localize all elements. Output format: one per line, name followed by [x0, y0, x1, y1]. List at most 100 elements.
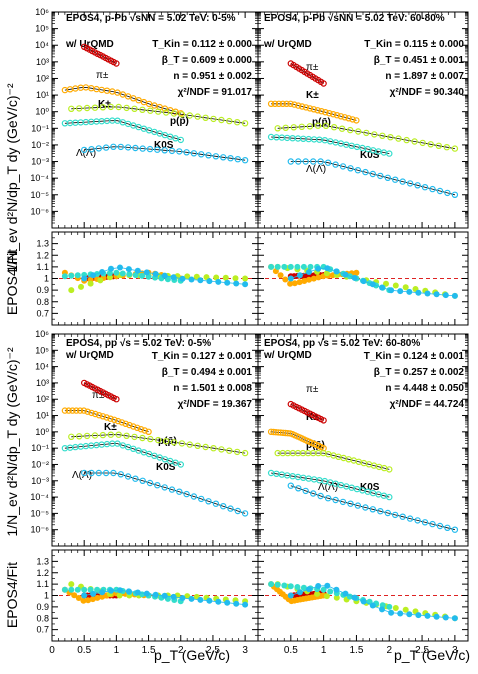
data-point-proton: [75, 105, 83, 112]
data-point-proton: [443, 143, 450, 151]
data-point-kaon: [318, 107, 325, 115]
data-point-kaon: [114, 89, 121, 96]
ratio-point-kshort: [126, 271, 133, 278]
data-point-kaon: [111, 416, 118, 423]
panel-subtitle: w/ UrQMD: [263, 39, 312, 50]
x-tick-label: 1: [321, 645, 327, 656]
ratio-point-lambda: [406, 611, 413, 618]
ratio-point-kshort: [61, 273, 68, 280]
ratio-point-lambda: [369, 281, 376, 288]
data-point-lambda: [197, 151, 205, 158]
ratio-point-lambda: [369, 602, 376, 609]
data-point-lambda: [339, 498, 347, 506]
fit-curve-kshort: [271, 472, 390, 498]
data-point-lambda: [324, 495, 332, 502]
ratio-point-kshort: [274, 581, 281, 588]
ratio-point-kaon: [282, 276, 289, 283]
x-tick-label: 0.5: [77, 645, 91, 656]
data-point-lambda: [287, 482, 294, 489]
data-point-lambda: [324, 159, 332, 166]
data-point-lambda: [444, 189, 451, 197]
ylabel-spectra-bottom-wrap: 1/N_ev d²N/dp_T dy (GeV/c)⁻²: [4, 347, 20, 537]
ratio-point-kshort: [81, 586, 88, 593]
data-point-lambda: [197, 495, 205, 503]
data-point-proton: [451, 145, 459, 152]
data-point-kshort: [177, 461, 184, 468]
ratio-point-lambda: [99, 269, 106, 275]
data-point-lambda: [414, 182, 421, 189]
data-point-lambda: [241, 510, 249, 517]
data-point-kaon: [279, 100, 286, 108]
ratio-point-lambda: [134, 267, 141, 274]
data-point-proton: [395, 135, 402, 142]
label-kshort: K0S: [154, 140, 174, 151]
ratio-point-lambda: [224, 279, 231, 286]
y-tick-label: 10¹: [36, 90, 49, 100]
data-point-lambda: [392, 511, 399, 519]
data-point-proton: [147, 435, 154, 443]
label-lambda: Λ(Λ̄): [306, 164, 326, 175]
ratio-point-kshort: [74, 272, 81, 279]
data-point-kaon: [345, 115, 352, 122]
ratio-point-kaon: [287, 280, 294, 287]
ratio-point-kshort: [74, 586, 81, 593]
data-point-proton: [170, 439, 178, 446]
data-point-kaon: [287, 100, 294, 108]
ratio-point-proton: [68, 581, 75, 588]
data-point-lambda: [80, 469, 88, 477]
data-point-lambda: [317, 492, 324, 500]
data-point-lambda: [95, 469, 103, 477]
data-point-lambda: [369, 170, 376, 178]
label-kaon: K±: [104, 422, 117, 433]
data-point-lambda: [451, 191, 459, 198]
y-tick-label: 10⁻²: [31, 140, 49, 150]
data-point-lambda: [227, 505, 234, 512]
ratio-point-proton: [232, 275, 239, 282]
ratio-point-lambda: [287, 592, 294, 599]
ratio-point-kaon: [301, 278, 308, 284]
data-point-proton: [91, 432, 99, 439]
data-point-lambda: [124, 473, 132, 480]
data-point-lambda: [219, 503, 227, 510]
data-point-lambda: [339, 163, 347, 170]
data-point-lambda: [406, 515, 414, 522]
data-point-kaon: [133, 424, 141, 431]
label-kaon: K±: [306, 90, 319, 101]
fit-chi2: χ²/NDF = 44.724: [390, 399, 465, 410]
data-point-kaon: [267, 100, 275, 108]
fit-beta: β_T = 0.609 ± 0.000: [162, 55, 253, 66]
data-point-kaon: [295, 102, 302, 109]
ratio-point-kshort: [68, 586, 75, 593]
y-tick-label: 10⁶: [35, 7, 49, 17]
ratio-point-proton: [78, 283, 84, 290]
ratio-point-lambda: [433, 613, 440, 620]
ratio-point-lambda: [342, 590, 349, 597]
data-point-proton: [162, 109, 170, 116]
data-point-kaon: [88, 409, 95, 417]
data-point-lambda: [451, 526, 459, 533]
ratio-point-lambda: [99, 589, 106, 596]
data-point-lambda: [362, 168, 369, 176]
label-kshort: K0S: [156, 462, 176, 473]
ratio-point-proton: [323, 593, 330, 600]
ratio-point-kshort: [274, 263, 281, 270]
data-point-lambda: [205, 152, 212, 159]
data-point-proton: [330, 123, 338, 131]
data-point-lambda: [110, 469, 117, 477]
ratio-point-lambda: [397, 610, 404, 617]
ratio-point-kshort: [268, 581, 275, 588]
data-point-lambda: [190, 150, 198, 157]
data-point-proton: [202, 443, 209, 451]
y-tick-label: 10⁻¹: [31, 443, 49, 453]
ratio-point-lambda: [379, 606, 385, 613]
ratio-point-lambda: [424, 290, 431, 297]
data-point-proton: [387, 133, 394, 141]
data-point-lambda: [183, 490, 190, 498]
fit-tkin: T_Kin = 0.127 ± 0.001: [152, 351, 253, 362]
data-point-lambda: [146, 145, 154, 153]
data-point-proton: [298, 123, 305, 131]
data-point-lambda: [124, 144, 132, 151]
fit-tkin: T_Kin = 0.124 ± 0.001: [364, 351, 465, 362]
y-tick-label: 10⁶: [35, 329, 49, 339]
data-point-proton: [154, 108, 162, 115]
